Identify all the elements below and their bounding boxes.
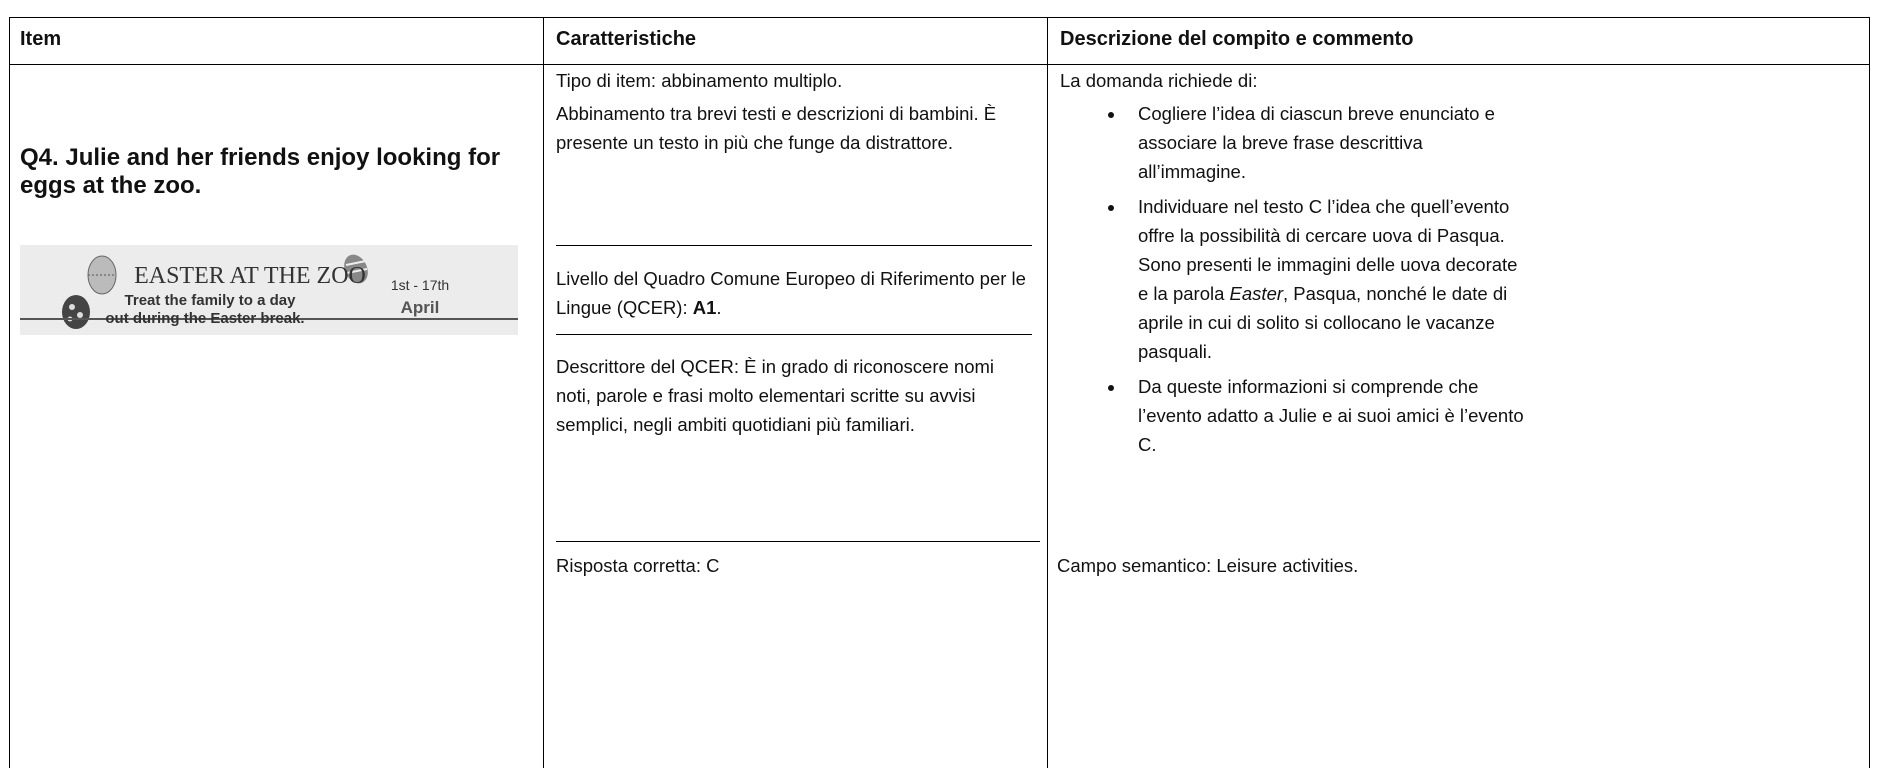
bullet-list: Cogliere l’idea di ciascun breve enuncia…: [1060, 99, 1528, 459]
section-divider: [556, 245, 1032, 246]
column-divider: [1047, 17, 1048, 768]
text: .: [716, 297, 722, 318]
header-cell: Item: [20, 28, 62, 50]
paragraph: Livello del Quadro Comune Europeo di Rif…: [556, 264, 1036, 322]
header-divider: [9, 64, 1870, 65]
description: La domanda richiede di: Cogliere l’idea …: [1060, 66, 1540, 465]
header-cell: Caratteristiche: [556, 28, 697, 50]
text: , Pasqua, nonché le date di aprile in cu…: [1138, 283, 1508, 362]
table-frame: [9, 17, 1870, 768]
section-divider: [556, 541, 1040, 542]
paragraph: Campo semantico: Leisure activities.: [1057, 555, 1359, 576]
item-image: EASTER AT THE ZOO Treat the family to a …: [20, 245, 518, 335]
column-divider: [543, 17, 544, 768]
text: Livello del Quadro Comune Europeo di Rif…: [556, 268, 1026, 318]
paragraph: Descrittore del QCER: È in grado di rico…: [556, 356, 995, 435]
section-divider: [556, 334, 1032, 335]
bullet: Da queste informazioni si comprende che …: [1126, 372, 1528, 459]
image-title: EASTER AT THE ZOO: [134, 263, 366, 289]
image-dates: 1st - 17th: [391, 277, 449, 293]
bullet: Cogliere l’idea di ciascun breve enuncia…: [1126, 99, 1528, 186]
image-art: EASTER AT THE ZOO Treat the family to a …: [20, 254, 518, 329]
paragraph: Abbinamento tra brevi testi e descrizion…: [556, 103, 997, 153]
text: Cogliere l’idea di ciascun breve enuncia…: [1138, 103, 1495, 182]
bullet: Individuare nel testo C l’idea che quell…: [1126, 192, 1528, 366]
paragraph: La domanda richiede di:: [1060, 70, 1258, 91]
cell-section: Tipo di item: abbinamento multiplo. Abbi…: [556, 66, 1026, 157]
image-month: April: [401, 298, 440, 317]
text: Individuare nel testo C l’idea che quell…: [1138, 196, 1518, 304]
image-text: out during the Easter break.: [105, 310, 304, 327]
text: Da queste informazioni si comprende che …: [1138, 376, 1524, 455]
header-cell: Descrizione del compito e commento: [1060, 28, 1414, 50]
level: A1: [692, 297, 717, 318]
paragraph: Tipo di item: abbinamento multiplo.: [556, 70, 843, 91]
image-text: Treat the family to a day: [125, 292, 297, 309]
paragraph: Risposta corretta: C: [556, 555, 720, 576]
question: Q4. Julie and her friends enjoy looking …: [20, 144, 501, 199]
text: Easter: [1229, 283, 1284, 304]
